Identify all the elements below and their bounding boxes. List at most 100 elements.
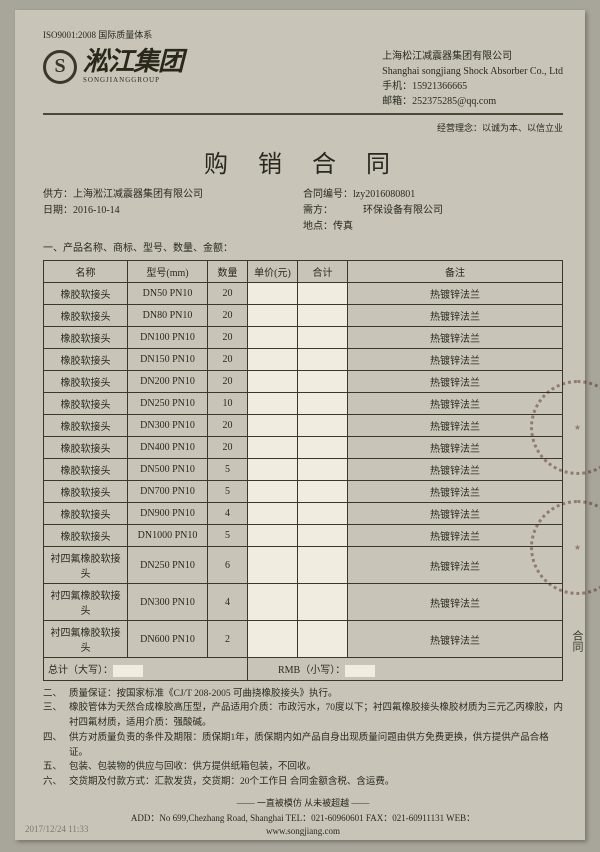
table-cell: 衬四氟橡胶软接头 (44, 621, 128, 658)
table-cell: 热镀锌法兰 (348, 503, 563, 525)
tagline: 经营理念：以诚为本、以信立业 (43, 121, 563, 134)
table-cell: 橡胶软接头 (44, 305, 128, 327)
footer-address: ADD：No 699,Chezhang Road, Shanghai TEL：0… (43, 811, 563, 824)
table-cell: 衬四氟橡胶软接头 (44, 584, 128, 621)
table-row: 橡胶软接头DN50 PN1020热镀锌法兰 (44, 283, 563, 305)
table-cell: 6 (208, 547, 248, 584)
table-cell: 热镀锌法兰 (348, 621, 563, 658)
table-row: 橡胶软接头DN300 PN1020热镀锌法兰 (44, 415, 563, 437)
table-cell (248, 327, 298, 349)
table-cell: 橡胶软接头 (44, 283, 128, 305)
company-name-cn: 上海松江减震器集团有限公司 (382, 49, 563, 64)
table-cell: DN700 PN10 (128, 481, 208, 503)
logo-block: S 淞江集团 SONGJIANGGROUP (43, 49, 183, 84)
buyer: 需方：环保设备有限公司 (303, 203, 563, 219)
table-cell (298, 393, 348, 415)
table-cell: 橡胶软接头 (44, 459, 128, 481)
side-label: 合同 (569, 630, 585, 652)
timestamp: 2017/12/24 11:33 (25, 824, 88, 834)
table-row: 衬四氟橡胶软接头DN300 PN104 热镀锌法兰 (44, 584, 563, 621)
term-item: 四、供方对质量负责的条件及期限：质保期1年，质保期内如产品自身出现质量问题由供方… (43, 731, 563, 760)
company-name-en: Shanghai songjiang Shock Absorber Co., L… (382, 64, 563, 79)
document-title: 购 销 合 同 (43, 144, 563, 179)
footer-separator: —— 一直被模仿 从未被超越 —— (43, 796, 563, 809)
term-item: 三、橡胶管体为天然合成橡胶高压型，产品适用介质：市政污水，70度以下；衬四氟橡胶… (43, 701, 563, 730)
table-cell: 热镀锌法兰 (348, 584, 563, 621)
table-cell: 20 (208, 283, 248, 305)
table-cell (248, 393, 298, 415)
table-header: 单价(元) (248, 261, 298, 283)
table-cell: 热镀锌法兰 (348, 393, 563, 415)
table-cell: 橡胶软接头 (44, 349, 128, 371)
table-row: 橡胶软接头DN900 PN104 热镀锌法兰 (44, 503, 563, 525)
table-cell (298, 621, 348, 658)
table-cell (298, 525, 348, 547)
table-row: 橡胶软接头DN700 PN105热镀锌法兰 (44, 481, 563, 503)
table-cell: DN250 PN10 (128, 393, 208, 415)
table-row: 橡胶软接头DN250 PN1010 热镀锌法兰 (44, 393, 563, 415)
table-cell: DN100 PN10 (128, 327, 208, 349)
table-header: 名称 (44, 261, 128, 283)
table-cell: 热镀锌法兰 (348, 327, 563, 349)
company-email: 邮箱：252375285@qq.com (382, 94, 563, 109)
term-item: 六、交货期及付款方式：汇款发货，交货期：20个工作日 合同金额含税、含运费。 (43, 775, 563, 790)
iso-line: ISO9001:2008 国际质量体系 (43, 28, 563, 41)
table-cell: 热镀锌法兰 (348, 437, 563, 459)
table-cell: DN600 PN10 (128, 621, 208, 658)
date: 日期：2016-10-14 (43, 203, 303, 219)
table-row: 衬四氟橡胶软接头DN250 PN106热镀锌法兰 (44, 547, 563, 584)
table-cell: 橡胶软接头 (44, 327, 128, 349)
table-row: 橡胶软接头DN150 PN1020热镀锌法兰 (44, 349, 563, 371)
table-row: 橡胶软接头DN1000 PN105热镀锌法兰 (44, 525, 563, 547)
table-cell: DN1000 PN10 (128, 525, 208, 547)
table-cell (248, 459, 298, 481)
company-phone: 手机：15921366665 (382, 79, 563, 94)
section-1: 一、产品名称、商标、型号、数量、金额： (43, 239, 563, 254)
table-cell (248, 415, 298, 437)
table-cell: 热镀锌法兰 (348, 371, 563, 393)
table-cell: 20 (208, 371, 248, 393)
logo-icon: S (43, 50, 77, 84)
table-cell: 热镀锌法兰 (348, 305, 563, 327)
table-header: 合计 (298, 261, 348, 283)
table-cell (298, 584, 348, 621)
table-cell (248, 305, 298, 327)
table-cell (298, 437, 348, 459)
table-cell: 2 (208, 621, 248, 658)
table-cell: 20 (208, 437, 248, 459)
table-cell (298, 415, 348, 437)
table-cell (248, 349, 298, 371)
table-cell: 橡胶软接头 (44, 503, 128, 525)
table-cell (298, 305, 348, 327)
table-cell: 橡胶软接头 (44, 437, 128, 459)
table-cell: 热镀锌法兰 (348, 459, 563, 481)
table-cell (248, 503, 298, 525)
table-cell (298, 371, 348, 393)
table-row: 橡胶软接头DN100 PN1020热镀锌法兰 (44, 327, 563, 349)
table-cell: 10 (208, 393, 248, 415)
table-cell: 橡胶软接头 (44, 393, 128, 415)
table-cell: DN900 PN10 (128, 503, 208, 525)
table-cell: 衬四氟橡胶软接头 (44, 547, 128, 584)
table-cell: DN250 PN10 (128, 547, 208, 584)
table-cell: DN500 PN10 (128, 459, 208, 481)
table-cell: DN300 PN10 (128, 584, 208, 621)
table-cell: 橡胶软接头 (44, 481, 128, 503)
table-cell: 20 (208, 305, 248, 327)
table-cell (298, 349, 348, 371)
terms-block: 二、质量保证：按国家标准《CJ/T 208-2005 可曲挠橡胶接头》执行。三、… (43, 687, 563, 790)
products-table: 名称型号(mm)数量单价(元)合计备注 橡胶软接头DN50 PN1020热镀锌法… (43, 260, 563, 681)
table-row: 橡胶软接头DN200 PN1020热镀锌法兰 (44, 371, 563, 393)
table-cell (298, 547, 348, 584)
table-cell (298, 459, 348, 481)
table-cell: 4 (208, 503, 248, 525)
table-cell: 热镀锌法兰 (348, 481, 563, 503)
term-item: 二、质量保证：按国家标准《CJ/T 208-2005 可曲挠橡胶接头》执行。 (43, 687, 563, 702)
header: S 淞江集团 SONGJIANGGROUP 上海松江减震器集团有限公司 Shan… (43, 49, 563, 115)
term-item: 五、包装、包装物的供应与回收：供方提供纸箱包装，不回收。 (43, 760, 563, 775)
logo-cn: 淞江集团 (83, 49, 183, 75)
logo-text: 淞江集团 SONGJIANGGROUP (83, 49, 183, 84)
table-cell: 橡胶软接头 (44, 525, 128, 547)
table-cell: 4 (208, 584, 248, 621)
table-row: 橡胶软接头DN400 PN1020热镀锌法兰 (44, 437, 563, 459)
